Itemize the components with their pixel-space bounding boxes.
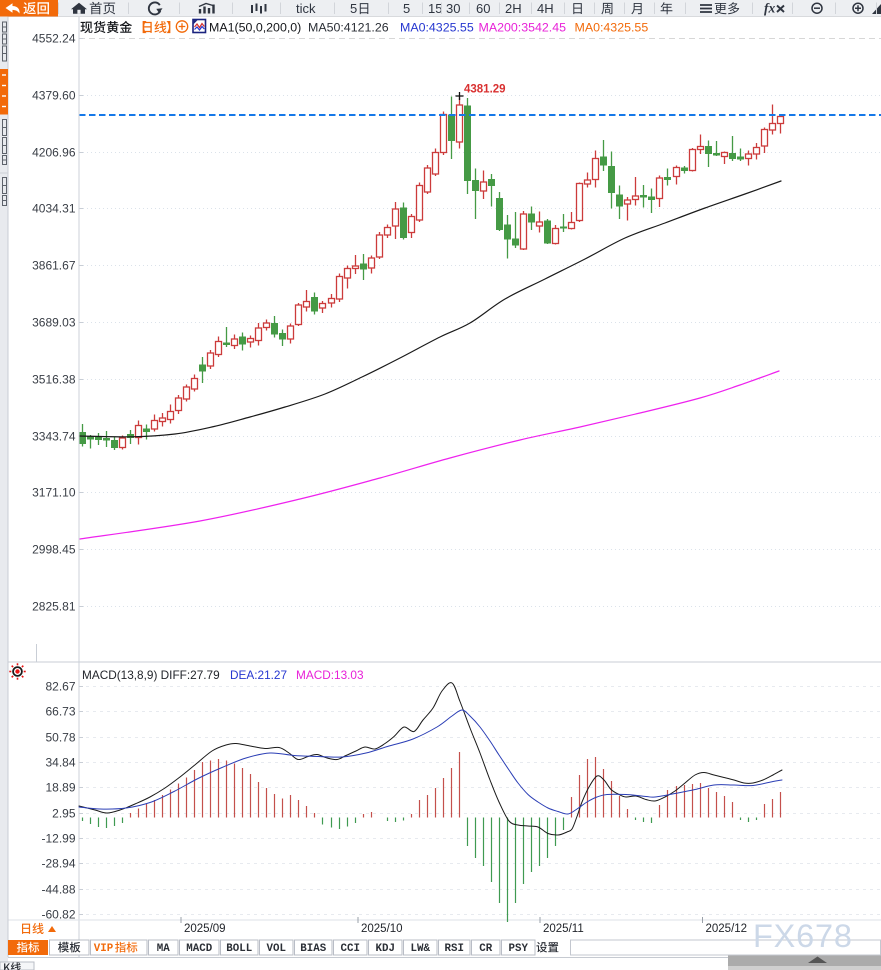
svg-text:DEA:21.27: DEA:21.27 xyxy=(230,668,287,682)
svg-text:FX678: FX678 xyxy=(753,918,853,954)
svg-text:66.73: 66.73 xyxy=(45,705,75,719)
svg-text:82.67: 82.67 xyxy=(45,680,75,694)
svg-text:BIAS: BIAS xyxy=(300,943,326,955)
svg-text:MA50:4121.26: MA50:4121.26 xyxy=(308,21,389,35)
svg-text:4552.24: 4552.24 xyxy=(32,32,76,46)
svg-text:tick: tick xyxy=(296,1,316,16)
svg-text:PSY: PSY xyxy=(509,943,529,955)
svg-text:CR: CR xyxy=(479,943,492,955)
svg-text:60: 60 xyxy=(476,1,490,16)
svg-text:5: 5 xyxy=(403,1,410,16)
svg-text:VIP: VIP xyxy=(94,943,114,955)
svg-text:34.84: 34.84 xyxy=(45,756,75,770)
svg-text:30: 30 xyxy=(446,1,460,16)
svg-text:-60.82: -60.82 xyxy=(41,908,75,922)
svg-text:MACD:13.03: MACD:13.03 xyxy=(296,668,364,682)
svg-text:2025/11: 2025/11 xyxy=(543,923,584,935)
svg-text:fx: fx xyxy=(764,1,775,16)
svg-text:MA0:4325.55: MA0:4325.55 xyxy=(400,21,474,35)
svg-text:CCI: CCI xyxy=(341,943,360,955)
svg-text:2H: 2H xyxy=(505,1,522,16)
svg-text:-12.99: -12.99 xyxy=(41,832,75,846)
svg-text:15: 15 xyxy=(428,1,442,16)
svg-text:MA0:4325.55: MA0:4325.55 xyxy=(575,21,649,35)
svg-text:4H: 4H xyxy=(537,1,554,16)
svg-text:2825.81: 2825.81 xyxy=(32,600,76,614)
svg-text:3516.38: 3516.38 xyxy=(32,373,76,387)
svg-text:4034.31: 4034.31 xyxy=(32,202,76,216)
svg-text:2025/10: 2025/10 xyxy=(361,923,403,935)
svg-text:-28.94: -28.94 xyxy=(41,857,75,871)
svg-text:18.89: 18.89 xyxy=(45,781,75,795)
svg-text:3689.03: 3689.03 xyxy=(32,316,76,330)
svg-text:3343.74: 3343.74 xyxy=(32,430,76,444)
svg-text:MACD(13,8,9) DIFF:27.79: MACD(13,8,9) DIFF:27.79 xyxy=(82,668,220,682)
svg-text:2025/09: 2025/09 xyxy=(184,923,226,935)
svg-text:RSI: RSI xyxy=(445,943,464,955)
svg-text:3171.10: 3171.10 xyxy=(32,486,76,500)
svg-text:MA: MA xyxy=(157,943,170,955)
svg-text:50.78: 50.78 xyxy=(45,731,75,745)
svg-text:MA1(50,0,200,0): MA1(50,0,200,0) xyxy=(209,21,301,35)
svg-text:4381.29: 4381.29 xyxy=(464,84,506,96)
svg-text:LW&: LW& xyxy=(411,943,431,955)
svg-text:2998.45: 2998.45 xyxy=(32,543,76,557)
svg-text:5: 5 xyxy=(350,1,357,16)
svg-text:2025/12: 2025/12 xyxy=(706,923,748,935)
svg-text:3861.67: 3861.67 xyxy=(32,259,76,273)
svg-text:VOL: VOL xyxy=(267,943,286,955)
svg-text:BOLL: BOLL xyxy=(226,943,252,955)
svg-text:2.95: 2.95 xyxy=(52,807,76,821)
svg-text:4379.60: 4379.60 xyxy=(32,89,76,103)
svg-text:-44.88: -44.88 xyxy=(41,883,75,897)
svg-text:KDJ: KDJ xyxy=(376,943,395,955)
svg-text:MACD: MACD xyxy=(186,943,212,955)
svg-text:4206.96: 4206.96 xyxy=(32,146,76,160)
svg-text:MA200:3542.45: MA200:3542.45 xyxy=(479,21,567,35)
